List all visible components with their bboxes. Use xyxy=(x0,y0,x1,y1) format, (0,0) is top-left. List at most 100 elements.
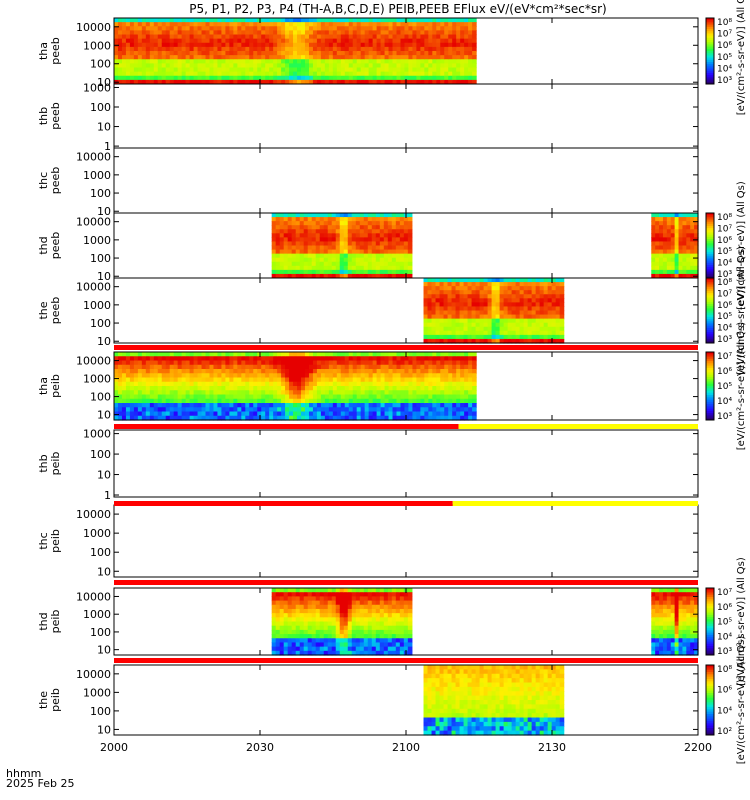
spectrogram-cell xyxy=(189,30,195,36)
spectrogram-cell xyxy=(364,377,370,383)
spectrogram-cell xyxy=(503,278,509,283)
spectrogram-cell xyxy=(388,411,394,417)
spectrogram-cell xyxy=(543,314,549,320)
spectrogram-cell xyxy=(253,55,258,60)
spectrogram-cell xyxy=(275,634,281,639)
spectrogram-cell xyxy=(384,386,390,391)
spectrogram-cell xyxy=(315,245,321,251)
spectrogram-cell xyxy=(666,213,672,218)
y-tick-label: 10000 xyxy=(76,281,111,294)
spectrogram-cell xyxy=(177,79,183,85)
spectrogram-cell xyxy=(468,386,473,391)
spectrogram-cell xyxy=(455,278,461,283)
spectrogram-cell xyxy=(201,18,207,23)
y-tick-label: 10000 xyxy=(76,216,111,229)
spectrogram-cell xyxy=(463,334,469,340)
spectrogram-cell xyxy=(312,352,318,357)
spectrogram-cell xyxy=(295,625,301,631)
spectrogram-cell xyxy=(293,369,298,374)
spectrogram-cell xyxy=(297,352,302,357)
spectrogram-cell xyxy=(359,257,365,263)
spectrogram-cell xyxy=(376,373,382,379)
spectrogram-cell xyxy=(225,38,230,44)
spectrogram-cell xyxy=(368,390,374,396)
spectrogram-cell xyxy=(157,42,163,48)
spectrogram-cell xyxy=(320,46,326,52)
spectrogram-cell xyxy=(299,245,305,251)
spectrogram-cell xyxy=(233,38,238,44)
spectrogram-cell xyxy=(464,373,469,379)
spectrogram-cell xyxy=(197,46,203,52)
spectrogram-cell xyxy=(384,403,390,408)
spectrogram-cell xyxy=(316,411,322,417)
spectrogram-cell xyxy=(456,34,461,40)
spectrogram-cell xyxy=(233,22,238,27)
spectrogram-cell xyxy=(443,302,449,308)
spectrogram-cell xyxy=(420,356,425,362)
spectrogram-cell xyxy=(169,71,175,77)
spectrogram-cell xyxy=(404,403,410,408)
spectrogram-cell xyxy=(403,261,409,267)
spectrogram-cell xyxy=(356,403,362,408)
spectrogram-cell xyxy=(281,415,286,421)
spectrogram-cell xyxy=(483,326,489,332)
spectrogram-cell xyxy=(416,415,421,421)
spectrogram-cell xyxy=(351,237,357,243)
spectrogram-cell xyxy=(682,233,687,238)
spectrogram-cell xyxy=(391,253,397,259)
spectrogram-cell xyxy=(205,59,211,64)
spectrogram-cell xyxy=(400,415,406,421)
spectrogram-cell xyxy=(479,326,485,332)
spectrogram-cell xyxy=(351,221,357,226)
spectrogram-cell xyxy=(237,18,242,23)
spectrogram-cell xyxy=(384,398,390,404)
spectrogram-cell xyxy=(129,390,135,396)
spectrogram-cell xyxy=(531,318,537,324)
spectrogram-cell xyxy=(420,42,425,48)
spectrogram-cell xyxy=(237,364,242,370)
spectrogram-cell xyxy=(662,225,668,230)
spectrogram-cell xyxy=(316,59,322,64)
spectrogram-cell xyxy=(265,34,270,40)
spectrogram-cell xyxy=(384,34,390,40)
spectrogram-cell xyxy=(372,46,378,52)
spectrogram-cell xyxy=(114,364,119,370)
spectrogram-cell xyxy=(364,352,370,357)
spectrogram-cell xyxy=(253,71,258,77)
spectrogram-cell xyxy=(323,221,329,226)
spectrogram-cell xyxy=(253,390,258,396)
spectrogram-cell xyxy=(396,79,402,85)
spectrogram-cell xyxy=(324,55,330,60)
spectrogram-cell xyxy=(463,302,469,308)
spectrogram-cell xyxy=(348,369,354,374)
spectrogram-cell xyxy=(444,59,449,64)
spectrogram-cell xyxy=(531,278,537,283)
spectrogram-cell xyxy=(463,326,469,332)
spectrogram-cell xyxy=(412,411,417,417)
spectrogram-cell xyxy=(347,229,353,234)
spectrogram-cell xyxy=(348,63,354,69)
spectrogram-cell xyxy=(217,356,223,362)
spectrogram-cell xyxy=(125,67,131,73)
spectrogram-cell xyxy=(503,314,509,320)
spectrogram-cell xyxy=(451,326,457,332)
spectrogram-cell xyxy=(339,253,345,259)
spectrogram-cell xyxy=(153,386,159,391)
spectrogram-cell xyxy=(368,415,374,421)
spectrogram-cell xyxy=(371,249,377,255)
spectrogram-cell xyxy=(355,613,361,618)
spectrogram-cell xyxy=(359,213,365,218)
spectrogram-cell xyxy=(379,253,385,259)
spectrogram-cell xyxy=(229,34,234,40)
spectrogram-cell xyxy=(400,377,406,383)
spectrogram-cell xyxy=(279,269,285,275)
spectrogram-cell xyxy=(424,398,429,404)
spectrogram-cell xyxy=(384,67,390,73)
spectrogram-cell xyxy=(523,314,529,320)
spectrogram-cell xyxy=(117,381,123,387)
spectrogram-cell xyxy=(440,381,445,387)
spectrogram-cell xyxy=(257,51,262,56)
spectrogram-cell xyxy=(324,34,330,40)
spectrogram-cell xyxy=(209,373,215,379)
